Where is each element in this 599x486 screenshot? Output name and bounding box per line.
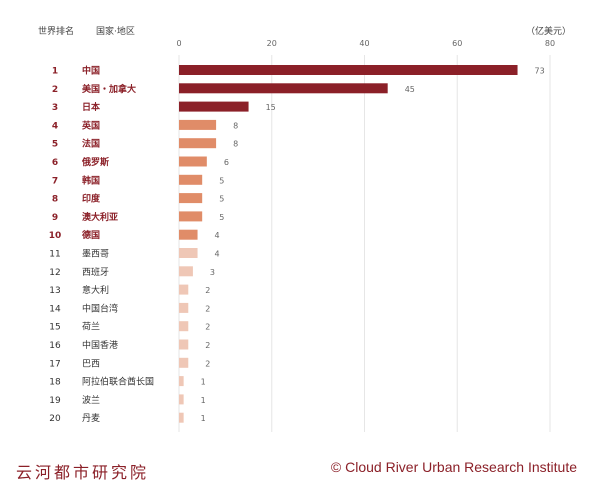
country-column-header: 国家·地区 <box>96 27 135 37</box>
rank-number: 4 <box>52 121 58 131</box>
country-label: 中国香港 <box>82 339 118 351</box>
rank-number: 19 <box>49 396 61 406</box>
country-label: 墨西哥 <box>82 249 109 260</box>
country-label: 西班牙 <box>82 266 109 278</box>
country-label: 俄罗斯 <box>81 156 109 168</box>
bar <box>179 321 189 332</box>
bar <box>179 412 184 423</box>
rank-number: 7 <box>52 176 58 186</box>
country-label: 阿拉伯联合酋长国 <box>82 376 154 388</box>
country-label: 澳大利亚 <box>82 211 118 223</box>
value-label: 4 <box>215 250 220 259</box>
x-tick-label: 40 <box>359 39 369 48</box>
rank-number: 17 <box>49 359 60 369</box>
rank-number: 8 <box>52 195 58 205</box>
bar <box>179 394 184 405</box>
value-label: 1 <box>201 378 206 387</box>
bar <box>179 339 189 350</box>
country-label: 荷兰 <box>82 321 100 333</box>
value-label: 8 <box>233 121 238 130</box>
rank-number: 12 <box>49 268 60 278</box>
bar <box>179 138 217 149</box>
bar <box>179 174 203 185</box>
value-label: 2 <box>205 323 210 332</box>
country-label: 波兰 <box>82 394 100 406</box>
country-label: 法国 <box>82 138 100 150</box>
bar <box>179 284 189 295</box>
country-label: 美国・加拿大 <box>82 83 136 95</box>
country-label: 印度 <box>82 193 101 205</box>
value-label: 5 <box>219 195 224 204</box>
value-label: 2 <box>205 286 210 295</box>
country-label: 中国台湾 <box>82 302 118 314</box>
value-label: 8 <box>233 140 238 149</box>
bar <box>179 211 203 222</box>
bar <box>179 229 198 240</box>
rank-number: 2 <box>52 85 58 95</box>
bar <box>179 357 189 368</box>
bar <box>179 101 249 112</box>
x-tick-label: 0 <box>176 39 181 48</box>
rank-number: 14 <box>49 304 61 314</box>
value-label: 1 <box>201 414 206 423</box>
country-label: 巴西 <box>82 358 100 369</box>
rank-number: 10 <box>49 231 62 241</box>
value-label: 5 <box>219 176 224 185</box>
bar <box>179 156 207 167</box>
x-tick-label: 80 <box>545 39 555 48</box>
country-label: 韩国 <box>82 174 100 186</box>
x-tick-label: 20 <box>267 39 277 48</box>
value-label: 15 <box>266 103 276 112</box>
bar <box>179 193 203 204</box>
copyright-text: © Cloud River Urban Research Institute <box>330 459 577 475</box>
value-label: 2 <box>205 359 210 368</box>
unit-label: （亿美元） <box>525 27 571 37</box>
value-label: 2 <box>205 304 210 313</box>
country-label: 丹麦 <box>82 412 100 424</box>
country-label: 德国 <box>82 229 100 241</box>
rank-number: 3 <box>52 103 58 113</box>
bar <box>179 266 193 277</box>
rank-number: 9 <box>52 213 58 223</box>
value-label: 45 <box>405 85 415 94</box>
value-label: 1 <box>201 396 206 405</box>
bar <box>179 248 198 258</box>
bar <box>179 119 217 130</box>
rank-number: 20 <box>49 414 61 424</box>
value-label: 4 <box>215 231 220 240</box>
rank-number: 5 <box>52 140 58 150</box>
value-label: 6 <box>224 158 229 167</box>
country-label: 英国 <box>81 119 100 131</box>
bar <box>179 83 388 94</box>
bar <box>179 302 189 313</box>
rank-number: 6 <box>52 158 58 168</box>
value-label: 2 <box>205 341 210 350</box>
rank-number: 1 <box>52 67 58 77</box>
bar <box>179 376 184 387</box>
bar <box>179 65 518 75</box>
rank-column-header: 世界排名 <box>38 27 75 37</box>
rank-number: 11 <box>49 250 60 260</box>
value-label: 3 <box>210 268 215 277</box>
value-label: 73 <box>535 67 545 76</box>
country-label: 中国 <box>82 65 100 77</box>
rank-number: 13 <box>49 286 60 296</box>
rank-number: 15 <box>49 323 60 333</box>
rank-number: 16 <box>49 341 61 351</box>
rank-number: 18 <box>49 378 61 388</box>
value-label: 5 <box>219 213 224 222</box>
x-tick-label: 60 <box>452 39 462 48</box>
institute-name: 云河都市研究院 <box>16 463 150 482</box>
country-label: 意大利 <box>82 284 109 296</box>
country-label: 日本 <box>82 101 101 113</box>
